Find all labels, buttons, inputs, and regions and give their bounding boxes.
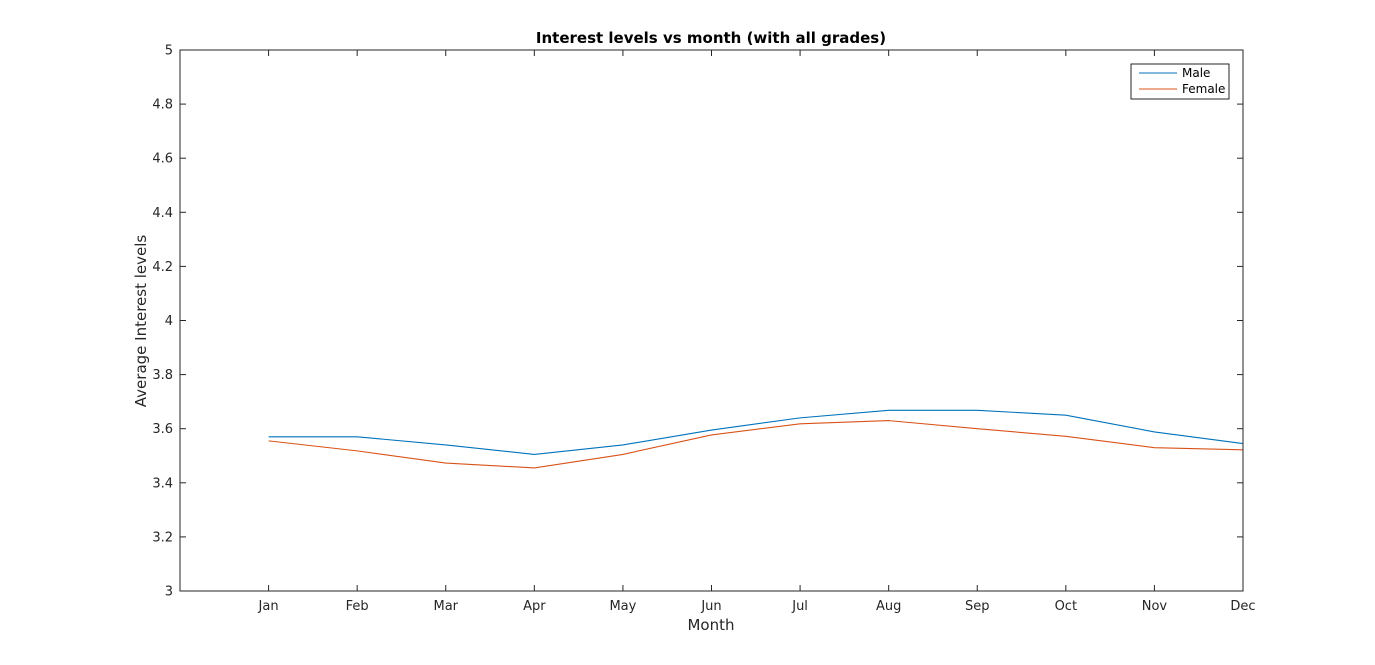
y-axis-title: Average Interest levels xyxy=(132,235,150,408)
y-tick-label: 3 xyxy=(165,585,173,600)
y-tick-label: 4.8 xyxy=(152,98,173,113)
x-tick-label: Apr xyxy=(523,599,546,614)
x-tick-label: Feb xyxy=(346,599,369,614)
y-tick-label: 4.2 xyxy=(152,260,173,275)
x-tick-label: Dec xyxy=(1230,599,1255,614)
legend: Male Female xyxy=(1130,63,1230,100)
legend-box xyxy=(1130,63,1230,100)
y-tick-label: 3.8 xyxy=(152,368,173,383)
x-tick-label: Nov xyxy=(1142,599,1168,614)
y-tick-label: 3.6 xyxy=(152,422,173,437)
legend-label-male: Male xyxy=(1182,66,1210,80)
x-tick-label: Jan xyxy=(258,599,279,614)
x-tick-label: May xyxy=(609,599,636,614)
x-tick-label: Jun xyxy=(700,599,721,614)
x-tick-label: Oct xyxy=(1055,599,1077,614)
y-tick-label: 5 xyxy=(165,44,173,59)
series-line-female xyxy=(268,420,1244,469)
chart-title: Interest levels vs month (with all grade… xyxy=(536,29,886,47)
y-tick-label: 3.4 xyxy=(152,476,173,491)
x-tick-label: Aug xyxy=(876,599,901,614)
x-tick-label: Sep xyxy=(965,599,990,614)
y-tick-label: 4 xyxy=(165,314,173,329)
y-tick-label: 4.6 xyxy=(152,152,173,167)
x-axis-title: Month xyxy=(687,616,734,634)
y-tick-label: 3.2 xyxy=(152,530,173,545)
x-tick-label: Mar xyxy=(433,599,458,614)
y-tick-label: 4.4 xyxy=(152,206,173,221)
series-line-male xyxy=(268,409,1244,455)
legend-label-female: Female xyxy=(1182,82,1225,96)
plot-area xyxy=(180,50,1243,591)
x-tick-label: Jul xyxy=(791,599,808,614)
